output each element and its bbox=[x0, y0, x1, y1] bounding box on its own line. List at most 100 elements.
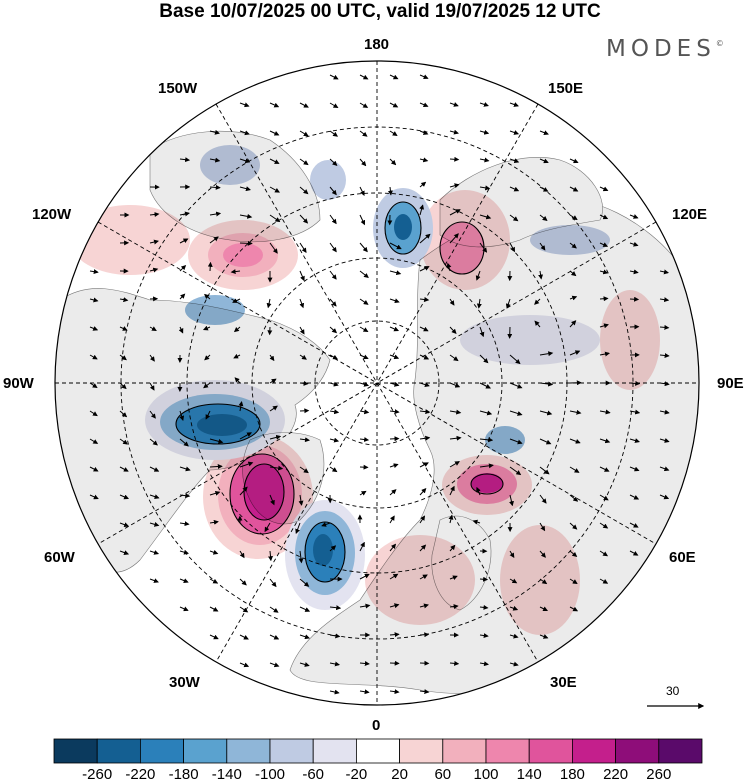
lon-label-90w: 90W bbox=[3, 375, 34, 392]
wind-vector-arrow bbox=[119, 550, 130, 555]
wind-vector-arrow bbox=[387, 186, 393, 196]
wind-vector-arrow bbox=[449, 233, 459, 244]
wind-vector-arrow bbox=[419, 574, 428, 580]
colorbar-tick-label: -100 bbox=[254, 766, 286, 783]
wind-vector-arrow bbox=[599, 494, 609, 501]
wind-vector-arrow bbox=[89, 297, 99, 303]
wind-vector-arrow bbox=[449, 575, 458, 581]
wind-vector-arrow bbox=[509, 130, 520, 135]
lon-label-30e: 30E bbox=[550, 674, 577, 691]
wind-vector-arrow bbox=[359, 354, 369, 360]
wind-vector-arrow bbox=[233, 326, 241, 333]
wind-vector-arrow bbox=[359, 158, 367, 167]
wind-vector-arrow bbox=[659, 269, 669, 275]
wind-vector-arrow bbox=[298, 494, 304, 506]
wind-vector-arrow bbox=[239, 486, 248, 496]
negative-anomaly-pacific-center bbox=[310, 160, 346, 200]
wind-vector-arrow bbox=[179, 438, 189, 447]
wind-vector-arrow bbox=[269, 242, 278, 254]
wind-vector-arrow bbox=[204, 354, 211, 361]
wind-vector-arrow bbox=[569, 522, 578, 530]
wind-vector-arrow bbox=[472, 519, 481, 525]
wind-vector-arrow bbox=[539, 578, 548, 585]
wind-vector-arrow bbox=[329, 102, 339, 109]
wind-vector-arrow bbox=[359, 573, 370, 580]
wind-vector-arrow bbox=[119, 326, 128, 331]
wind-vector-arrow bbox=[389, 354, 400, 360]
wind-vector-arrow bbox=[448, 514, 454, 524]
wind-vector-arrow bbox=[299, 662, 310, 667]
wind-vector-arrow bbox=[299, 102, 309, 108]
wind-vector-arrow bbox=[179, 606, 189, 612]
copyright-mark: © bbox=[715, 39, 724, 48]
wind-vector-arrow bbox=[569, 320, 577, 328]
wind-vector-arrow bbox=[419, 102, 429, 108]
wind-vector-arrow bbox=[269, 434, 282, 440]
wind-vector-arrow bbox=[449, 156, 460, 162]
wind-vector-arrow bbox=[238, 401, 244, 412]
wind-vector-arrow bbox=[239, 662, 250, 668]
wind-vector-arrow bbox=[239, 102, 250, 108]
wind-vector-arrow bbox=[359, 490, 367, 496]
colorbar-tick-label: -20 bbox=[345, 766, 368, 783]
wind-vector-arrow bbox=[179, 238, 189, 244]
modes-logo: MODES© bbox=[606, 36, 724, 62]
lon-label-180: 180 bbox=[364, 36, 390, 53]
wind-vector-arrow bbox=[298, 550, 304, 564]
wind-vector-arrow bbox=[359, 74, 369, 80]
wind-vector-arrow bbox=[419, 157, 429, 163]
wind-vector-arrow bbox=[419, 603, 429, 609]
wind-vector-arrow bbox=[299, 326, 305, 335]
wind-vector-arrow bbox=[419, 74, 429, 80]
wind-vector-arrow bbox=[119, 522, 130, 528]
wind-vector-arrow bbox=[389, 436, 400, 442]
wind-vector-arrow bbox=[629, 522, 639, 528]
wind-vector-arrow bbox=[449, 298, 455, 306]
wind-vector-arrow bbox=[569, 295, 578, 301]
wind-vector-arrow bbox=[149, 267, 159, 273]
wind-vector-arrow bbox=[479, 185, 491, 191]
wind-vector-arrow bbox=[446, 262, 452, 272]
wind-vector-arrow bbox=[269, 606, 279, 613]
wind-vector-arrow bbox=[232, 298, 241, 303]
wind-vector-arrow bbox=[539, 158, 549, 164]
wind-vector-arrow bbox=[629, 409, 641, 415]
wind-vector-arrow bbox=[149, 354, 155, 362]
wind-vector-arrow bbox=[359, 102, 369, 108]
wind-vector-arrow bbox=[239, 130, 250, 136]
wind-vector-arrow bbox=[389, 409, 400, 415]
wind-vector-arrow bbox=[269, 494, 275, 506]
wind-vector-arrow bbox=[179, 549, 189, 555]
wind-vector-arrow bbox=[599, 323, 609, 329]
wind-vector-arrow bbox=[299, 214, 309, 224]
wind-vector-arrow bbox=[539, 494, 547, 504]
colorbar-tick-label: 260 bbox=[646, 766, 672, 783]
wind-vector-arrow bbox=[119, 354, 127, 361]
wind-vector-arrow bbox=[569, 606, 579, 612]
wind-vector-arrow bbox=[599, 550, 609, 557]
wind-vector-arrow bbox=[209, 549, 219, 555]
wind-vector-arrow bbox=[359, 130, 368, 137]
wind-vector-arrow bbox=[629, 550, 639, 556]
wind-vector-arrow bbox=[203, 382, 211, 389]
lon-label-60e: 60E bbox=[669, 549, 696, 566]
wind-vector-arrow bbox=[539, 606, 548, 611]
wind-vector-arrow bbox=[269, 634, 280, 640]
colorbar-tick-label: -260 bbox=[82, 766, 113, 783]
colorbar-tick-label: -180 bbox=[168, 766, 199, 783]
wind-vector-arrow bbox=[509, 494, 514, 507]
wind-vector-arrow bbox=[569, 158, 579, 164]
wind-vector-arrow bbox=[389, 130, 398, 136]
wind-vector-arrow bbox=[599, 578, 609, 584]
wind-vector-arrow bbox=[329, 186, 337, 196]
wind-vector-arrow bbox=[659, 324, 670, 330]
wind-vector-arrow bbox=[539, 438, 552, 445]
lon-label-60w: 60W bbox=[44, 549, 75, 566]
wind-vector-arrow bbox=[569, 578, 578, 585]
wind-vector-arrow bbox=[479, 326, 485, 338]
wind-vector-arrow bbox=[329, 130, 339, 137]
wind-vector-arrow bbox=[149, 521, 160, 527]
wind-vector-arrow bbox=[239, 158, 251, 164]
wind-vector-arrow bbox=[269, 378, 277, 384]
wind-vector-arrow bbox=[321, 522, 331, 527]
